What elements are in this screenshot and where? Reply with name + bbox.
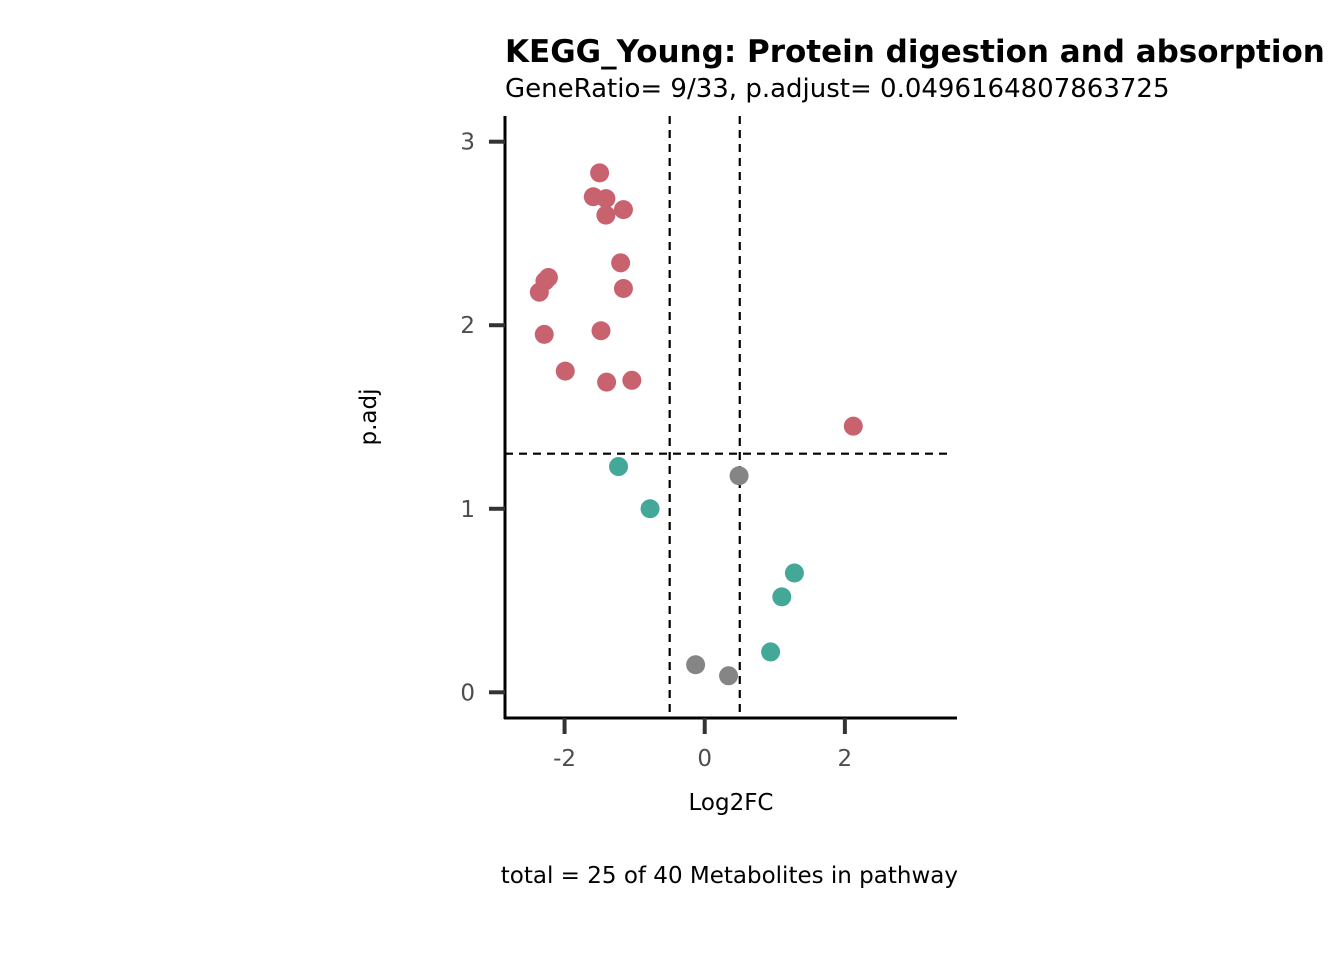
data-point: [613, 279, 633, 299]
data-point: [784, 563, 804, 583]
x-tick-label: 2: [838, 746, 853, 772]
data-point: [555, 361, 575, 381]
data-points: [529, 163, 863, 686]
y-tick-label: 1: [460, 497, 475, 523]
chart-title: KEGG_Young: Protein digestion and absorp…: [505, 34, 1325, 70]
y-axis-title: p.adj: [356, 389, 382, 446]
x-axis-title: Log2FC: [688, 790, 773, 816]
data-point: [686, 655, 706, 675]
data-point: [591, 321, 611, 341]
x-tick-label: 0: [697, 746, 712, 772]
y-axis-ticks: 0 1 2 3: [460, 130, 505, 706]
y-tick-label: 3: [460, 130, 475, 156]
data-point: [596, 205, 616, 225]
data-point: [609, 457, 629, 477]
y-tick-label: 0: [460, 680, 475, 706]
x-tick-label: -2: [553, 746, 576, 772]
data-point: [622, 370, 642, 390]
data-point: [596, 189, 616, 209]
data-point: [719, 666, 739, 686]
y-tick-label: 2: [460, 313, 475, 339]
data-point: [597, 372, 617, 392]
chart-caption: total = 25 of 40 Metabolites in pathway: [501, 863, 958, 889]
data-point: [843, 416, 863, 436]
data-point: [772, 587, 792, 607]
chart-subtitle: GeneRatio= 9/33, p.adjust= 0.04961648078…: [505, 74, 1170, 104]
data-point: [590, 163, 610, 183]
x-axis-ticks: -2 0 2: [553, 718, 852, 772]
data-point: [729, 466, 749, 486]
reference-lines: [505, 116, 950, 718]
data-point: [611, 253, 631, 273]
data-point: [613, 200, 633, 220]
data-point: [761, 642, 781, 662]
data-point: [529, 282, 549, 302]
data-point: [534, 324, 554, 344]
data-point: [640, 499, 660, 519]
